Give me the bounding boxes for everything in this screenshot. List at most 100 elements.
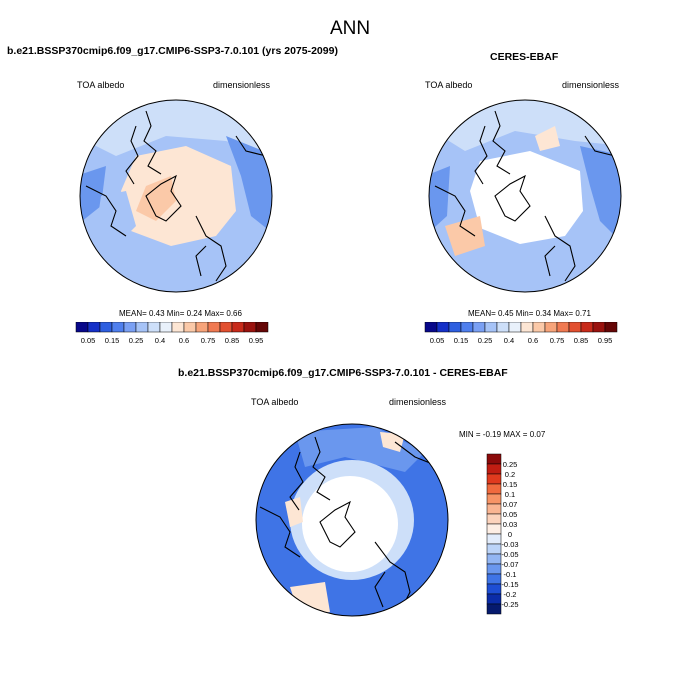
cbar3-tick-label: 0.15	[503, 480, 518, 489]
cbar1-tick-label: 0.15	[105, 336, 120, 345]
cbar1-tick-label: 0.05	[81, 336, 96, 345]
cbar2-swatch	[484, 322, 498, 333]
cbar1-swatch	[123, 322, 137, 333]
cbar3-tick-label: 0.2	[505, 470, 515, 479]
cbar1-swatch	[207, 322, 221, 333]
cbar2-swatch	[556, 322, 570, 333]
panel3-variable: TOA albedo	[251, 397, 299, 407]
panel2-stats: MEAN= 0.45 Min= 0.34 Max= 0.71	[468, 309, 591, 318]
map1-blue-region	[226, 136, 272, 236]
map1-canada-region	[96, 191, 136, 246]
cbar3-tick-label: 0.1	[505, 490, 515, 499]
cbar1-swatch	[147, 322, 161, 333]
cbar3-swatch	[486, 513, 502, 525]
cbar2-tick-label: 0.75	[550, 336, 565, 345]
map3-peach-north	[380, 432, 405, 452]
cbar2-tick-label: 0.6	[528, 336, 538, 345]
panel1-units: dimensionless	[213, 80, 271, 90]
colorbar-ceres-albedo: 0.05 0.15 0.25 0.4 0.6 0.75 0.85 0.95	[424, 322, 618, 345]
cbar1-swatch	[195, 322, 209, 333]
cbar2-swatch	[604, 322, 618, 333]
map1-peach-region	[121, 146, 236, 246]
cbar3-tick-label: -0.25	[501, 600, 518, 609]
map1-coastlines	[85, 110, 267, 282]
cbar1-tick-label: 0.95	[249, 336, 264, 345]
cbar1-swatch	[231, 322, 245, 333]
panel1-title: b.e21.BSSP370cmip6.f09_g17.CMIP6-SSP3-7.…	[7, 45, 338, 57]
cbar3-swatch	[486, 463, 502, 475]
cbar3-swatch	[486, 563, 502, 575]
cbar2-swatch	[568, 322, 582, 333]
cbar3-swatch	[486, 583, 502, 595]
cbar3-swatch	[486, 483, 502, 495]
map-difference-albedo	[255, 423, 449, 617]
cbar3-swatch	[486, 493, 502, 505]
map2-white-region	[470, 151, 583, 244]
cbar3-swatch	[486, 593, 502, 605]
cbar3-tick-label: -0.07	[501, 560, 518, 569]
cbar3-tick-label: 0.25	[503, 460, 518, 469]
cbar2-swatch	[544, 322, 558, 333]
cbar3-swatch	[486, 543, 502, 555]
cbar3-swatch	[486, 553, 502, 565]
cbar3-swatch	[486, 573, 502, 585]
panel3-units: dimensionless	[389, 397, 447, 407]
cbar3-swatch	[486, 603, 502, 615]
cbar1-swatch	[159, 322, 173, 333]
cbar3-swatch	[486, 533, 502, 545]
cbar2-swatch	[508, 322, 522, 333]
cbar2-swatch	[592, 322, 606, 333]
cbar2-swatch	[460, 322, 474, 333]
cbar3-tick-label: -0.03	[501, 540, 518, 549]
cbar2-tick-label: 0.95	[598, 336, 613, 345]
cbar2-tick-label: 0.4	[504, 336, 514, 345]
map2-peach-region	[535, 126, 560, 151]
cbar2-swatch	[472, 322, 486, 333]
cbar2-swatch	[496, 322, 510, 333]
map-model-albedo	[79, 99, 273, 293]
cbar2-swatch	[580, 322, 594, 333]
cbar1-swatch	[243, 322, 257, 333]
panel1-variable: TOA albedo	[77, 80, 125, 90]
map2-coastlines	[434, 110, 616, 282]
cbar3-swatch	[486, 523, 502, 535]
cbar3-swatch	[486, 473, 502, 485]
page-title: ANN	[329, 18, 371, 39]
cbar1-tick-label: 0.6	[179, 336, 189, 345]
cbar2-swatch	[532, 322, 546, 333]
cbar1-tick-label: 0.4	[155, 336, 165, 345]
panel2-title: CERES-EBAF	[490, 51, 559, 63]
cbar1-swatch	[171, 322, 185, 333]
cbar1-tick-label: 0.25	[129, 336, 144, 345]
cbar1-swatch	[255, 322, 269, 333]
cbar3-tick-label: -0.05	[501, 550, 518, 559]
cbar3-tick-label: 0.03	[503, 520, 518, 529]
colorbar-model-albedo: 0.05 0.15 0.25 0.4 0.6 0.75 0.85 0.95	[75, 322, 269, 345]
cbar1-swatch	[87, 322, 101, 333]
map2-salmon-region	[445, 216, 485, 256]
map1-blue-region-west	[80, 166, 106, 226]
cbar2-tick-label: 0.25	[478, 336, 493, 345]
cbar1-swatch	[111, 322, 125, 333]
cbar2-swatch	[436, 322, 450, 333]
cbar2-swatch	[520, 322, 534, 333]
map2-border	[428, 99, 622, 293]
cbar2-swatch	[424, 322, 438, 333]
panel3-stats: MIN = -0.19 MAX = 0.07	[459, 430, 546, 439]
cbar3-tick-label: 0.05	[503, 510, 518, 519]
cbar1-swatch	[99, 322, 113, 333]
cbar3-swatch	[486, 453, 502, 465]
map1-greenland-salmon	[136, 176, 176, 221]
cbar2-tick-label: 0.15	[454, 336, 469, 345]
cbar3-tick-label: 0.07	[503, 500, 518, 509]
cbar2-tick-label: 0.05	[430, 336, 445, 345]
cbar3-tick-label: 0	[508, 530, 512, 539]
panel2-units: dimensionless	[562, 80, 620, 90]
map3-peach-west	[285, 497, 303, 527]
cbar1-swatch	[135, 322, 149, 333]
colorbar-difference: 0.250.20.150.10.070.050.030-0.03-0.05-0.…	[486, 453, 519, 615]
cbar1-tick-label: 0.85	[225, 336, 240, 345]
cbar3-tick-label: -0.2	[504, 590, 517, 599]
map3-border	[255, 423, 449, 617]
cbar1-swatch	[219, 322, 233, 333]
